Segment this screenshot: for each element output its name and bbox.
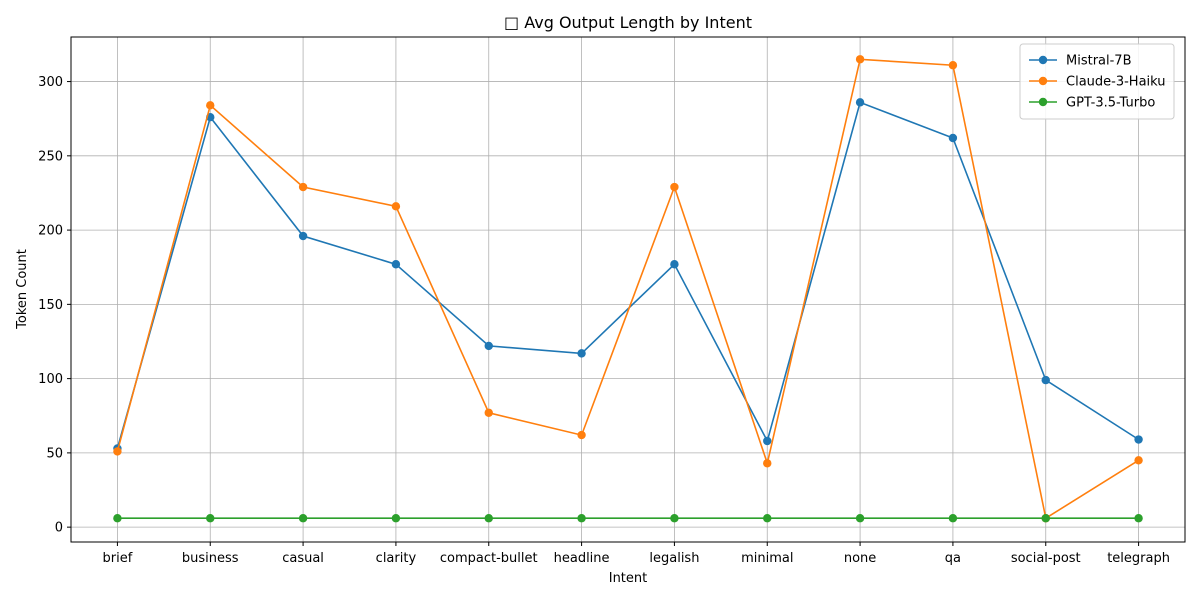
series-3 [113,514,1143,523]
y-axis: 0 50 100 150 200 250 300 [38,75,71,536]
legend: Mistral-7B Claude-3-Haiku GPT-3.5-Turbo [1019,43,1175,120]
y-tick-label: 50 [46,446,63,461]
data-point [391,202,401,211]
y-tick-label: 100 [38,372,63,387]
y-tick-label: 250 [38,149,63,164]
x-tick-label: casual [282,551,324,566]
x-tick-label: social-post [1011,551,1081,566]
y-tick-label: 300 [38,75,63,90]
x-tick-label: minimal [741,551,793,566]
data-point [1041,375,1050,385]
data-point [1041,514,1050,523]
data-point [855,55,865,64]
x-tick-label: headline [554,551,610,566]
legend-item: Mistral-7B [1029,54,1132,69]
plot-frame [70,36,1186,543]
y-tick-label: 200 [38,224,63,239]
data-point [763,459,772,468]
y-tick-label: 150 [38,298,63,313]
data-point [298,514,308,523]
data-point [577,514,586,523]
legend-label: Mistral-7B [1066,54,1132,69]
data-point [577,430,586,440]
x-tick-label: clarity [376,551,417,566]
data-point [391,260,401,269]
chart-title: □ Avg Output Length by Intent [504,13,752,32]
data-point [113,514,122,523]
data-point [484,514,493,523]
data-point [948,133,958,143]
x-axis-label: Intent [609,571,648,586]
data-point [855,98,865,107]
y-tick-label: 0 [55,521,63,536]
x-tick-label: compact-bullet [440,551,538,566]
legend-item: GPT-3.5-Turbo [1029,96,1155,111]
series-group [113,55,1143,523]
data-point [484,341,493,351]
data-point [206,514,215,523]
data-point [484,408,493,417]
grid-lines [71,37,1185,542]
data-point [855,514,865,523]
data-point [1134,514,1143,523]
data-point [1134,435,1143,444]
data-point [298,182,308,192]
x-tick-label: telegraph [1107,551,1170,566]
data-point [206,101,215,110]
data-point [948,514,958,523]
data-point [763,514,772,523]
data-point [1134,456,1143,465]
legend-label: GPT-3.5-Turbo [1066,96,1155,111]
data-point [577,349,586,358]
x-axis: brief business casual clarity compact-bullet… [103,542,1170,566]
data-point [113,447,122,456]
data-point [763,436,772,446]
legend-item: Claude-3-Haiku [1029,75,1166,90]
data-point [670,260,679,269]
legend-marker [1038,55,1048,65]
x-tick-label: legalish [649,551,699,566]
data-point [298,231,308,241]
data-point [670,182,679,192]
legend-marker [1038,97,1048,107]
x-tick-label: brief [103,551,133,566]
data-point [391,514,401,523]
legend-box [1019,43,1175,120]
data-point [948,61,958,70]
y-axis-label: Token Count [15,249,30,330]
legend-marker [1038,76,1048,86]
series-line [116,58,1140,520]
x-tick-label: none [844,551,876,566]
x-tick-label: business [182,551,239,566]
x-tick-label: qa [945,551,961,566]
data-point [670,514,679,523]
legend-label: Claude-3-Haiku [1066,75,1166,90]
